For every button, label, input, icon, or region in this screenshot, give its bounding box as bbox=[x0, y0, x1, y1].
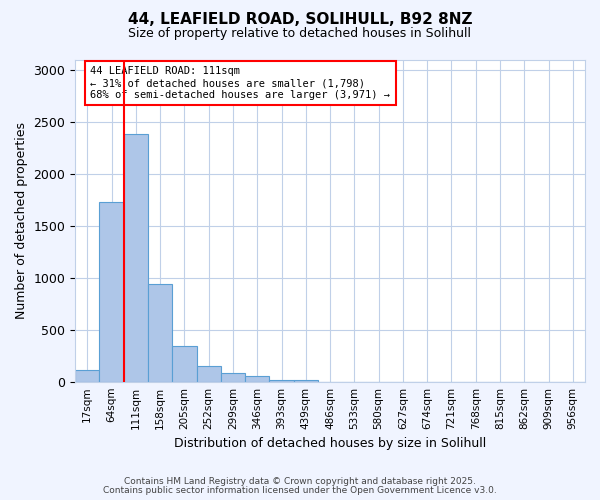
Bar bbox=[148, 284, 172, 382]
Text: Contains HM Land Registry data © Crown copyright and database right 2025.: Contains HM Land Registry data © Crown c… bbox=[124, 477, 476, 486]
Bar bbox=[269, 380, 293, 382]
X-axis label: Distribution of detached houses by size in Solihull: Distribution of detached houses by size … bbox=[174, 437, 486, 450]
Text: Contains public sector information licensed under the Open Government Licence v3: Contains public sector information licen… bbox=[103, 486, 497, 495]
Bar bbox=[100, 202, 124, 382]
Y-axis label: Number of detached properties: Number of detached properties bbox=[15, 122, 28, 320]
Bar bbox=[124, 134, 148, 382]
Bar bbox=[75, 370, 100, 382]
Text: 44 LEAFIELD ROAD: 111sqm
← 31% of detached houses are smaller (1,798)
68% of sem: 44 LEAFIELD ROAD: 111sqm ← 31% of detach… bbox=[91, 66, 391, 100]
Bar bbox=[221, 374, 245, 382]
Bar bbox=[197, 366, 221, 382]
Bar bbox=[172, 346, 197, 382]
Bar bbox=[245, 376, 269, 382]
Bar bbox=[293, 380, 318, 382]
Text: Size of property relative to detached houses in Solihull: Size of property relative to detached ho… bbox=[128, 28, 472, 40]
Text: 44, LEAFIELD ROAD, SOLIHULL, B92 8NZ: 44, LEAFIELD ROAD, SOLIHULL, B92 8NZ bbox=[128, 12, 472, 28]
